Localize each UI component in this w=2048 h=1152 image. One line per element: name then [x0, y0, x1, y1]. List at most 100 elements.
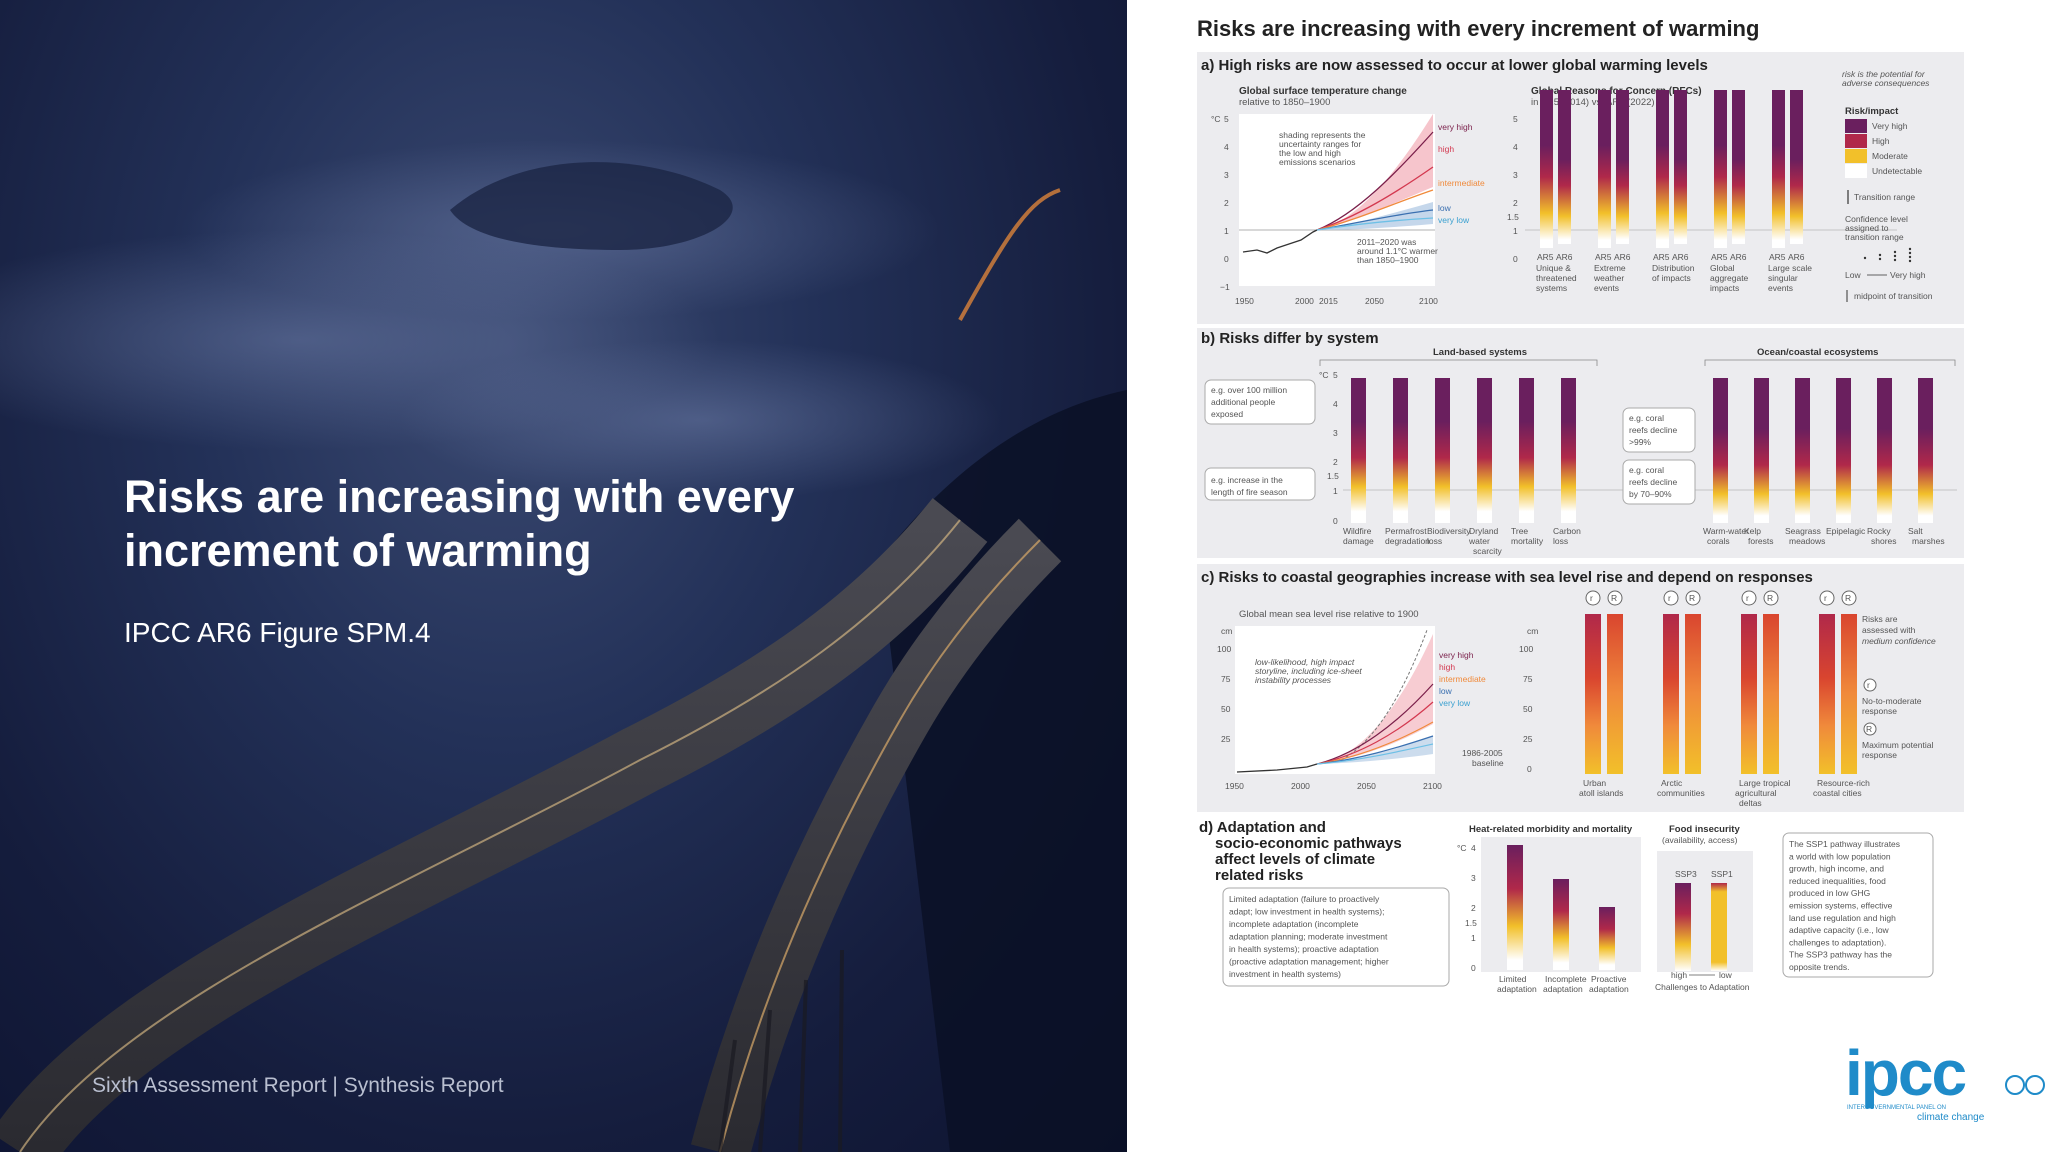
rfc-col-label: events — [1768, 283, 1793, 293]
coastal-bar-max-potential — [1685, 614, 1701, 774]
temp-unit: °C — [1211, 114, 1221, 124]
panel-d-title: related risks — [1215, 867, 1303, 884]
y-tick: 75 — [1221, 674, 1231, 684]
heat-bars: LimitedadaptationIncompleteadaptationPro… — [1497, 845, 1629, 994]
ipcc-logo-line: climate change — [1917, 1112, 1985, 1123]
y-tick: 1 — [1224, 226, 1229, 236]
shading-note: emissions scenarios — [1279, 157, 1356, 167]
y-tick: 1 — [1333, 486, 1338, 496]
coastal-bar-max-potential — [1841, 614, 1857, 774]
observed-slr-line — [1236, 763, 1318, 773]
max-potential-icon — [1763, 590, 1779, 606]
y-tick: 50 — [1523, 704, 1533, 714]
ocean-system-label: Epipelagic — [1826, 526, 1866, 536]
rfc-col-ar5: AR5 — [1595, 252, 1612, 262]
rfc-col-label: Distribution — [1652, 263, 1695, 273]
panel-d-title: affect levels of climate — [1215, 851, 1375, 868]
land-system-label: Carbon — [1553, 526, 1581, 536]
ocean-system-bar — [1877, 378, 1892, 523]
r-icon-text: r — [1824, 593, 1827, 603]
d-y-ticks: 4 3 2 1.5 1 0 — [1465, 843, 1477, 973]
x-tick: 2015 — [1319, 296, 1338, 306]
ocean-system-label: shores — [1871, 536, 1897, 546]
rfc-col-label: threatened — [1536, 273, 1577, 283]
recent-warming-note: 2011–2020 was — [1357, 237, 1416, 247]
baseline-label: 1986-2005 — [1462, 748, 1503, 758]
ssp-note-line: opposite trends. — [1789, 962, 1849, 972]
callout-text: reefs decline — [1629, 425, 1677, 435]
scenario-label: low — [1438, 203, 1452, 213]
unep-icon — [2025, 1075, 2045, 1095]
x-tick: 2000 — [1295, 296, 1314, 306]
temp-x-ticks: 1950 2000 2015 2050 2100 — [1235, 296, 1438, 306]
legend-label: transition range — [1845, 232, 1904, 242]
legend-label: Undetectable — [1872, 166, 1922, 176]
heat-risk-bar — [1507, 845, 1523, 970]
slr-heading: Global mean sea level rise relative to 1… — [1239, 609, 1419, 620]
c-x-ticks: 1950 2000 2050 2100 — [1225, 781, 1442, 791]
observed-temperature-line — [1242, 229, 1318, 254]
panel-d-graphic: d) Adaptation and socio-economic pathway… — [1199, 819, 1934, 994]
adaptation-description-line: investment in health systems) — [1229, 969, 1341, 979]
wmo-icon — [2005, 1075, 2025, 1095]
land-system-label: water — [1468, 536, 1490, 546]
no-to-moderate-icon — [1863, 678, 1877, 692]
panel-c: c) Risks to coastal geographies increase… — [1197, 564, 1964, 812]
panel-c-title: c) Risks to coastal geographies increase… — [1201, 569, 1813, 586]
land-system-label: loss — [1427, 536, 1442, 546]
r-icon-text: r — [1590, 593, 1593, 603]
adaptation-description-line: adaptation planning; moderate investment — [1229, 932, 1388, 942]
slide-footer: Sixth Assessment Report | Synthesis Repo… — [92, 1074, 504, 1097]
callout-text: >99% — [1629, 437, 1651, 447]
ocean-system-label: Kelp — [1744, 526, 1761, 536]
legend-swatch-undetectable — [1845, 164, 1867, 178]
food-risk-bar-ssp1 — [1711, 883, 1727, 971]
b-unit: °C — [1319, 370, 1329, 380]
x-tick: 2050 — [1357, 781, 1376, 791]
ocean-system-label: Warm-water — [1703, 526, 1749, 536]
y-tick: 1.5 — [1465, 918, 1477, 928]
heat-col-label: adaptation — [1497, 984, 1537, 994]
geography-label: Arctic — [1661, 778, 1683, 788]
rfc-col-ar6: AR6 — [1788, 252, 1805, 262]
recent-warming-note: than 1850–1900 — [1357, 255, 1419, 265]
food-heading: Food insecurity — [1669, 824, 1740, 835]
legend-swatch-high — [1845, 134, 1867, 148]
heat-col-label: Proactive — [1591, 974, 1627, 984]
ssp-note-line: produced in low GHG — [1789, 888, 1870, 898]
panel-a: a) High risks are now assessed to occur … — [1197, 52, 1964, 324]
no-to-moderate-icon — [1819, 590, 1835, 606]
legend-heading: Risk/impact — [1845, 106, 1899, 117]
rfc-bar-ar6 — [1674, 90, 1687, 244]
land-system-bar — [1561, 378, 1576, 523]
shading-note: shading represents the — [1279, 130, 1366, 140]
temp-chart-subheading: relative to 1850–1900 — [1239, 97, 1330, 108]
ocean-system-bar — [1713, 378, 1728, 523]
r-icon-text: r — [1867, 680, 1870, 690]
scenario-label: intermediate — [1439, 674, 1486, 684]
rfc-col-ar5: AR5 — [1537, 252, 1554, 262]
geography-label: atoll islands — [1579, 788, 1623, 798]
callout-box — [1622, 407, 1696, 453]
rfc-bar-ar6 — [1732, 90, 1745, 244]
rfc-col-label: events — [1594, 283, 1619, 293]
temp-y-ticks: 5 4 3 2 1 0 −1 — [1220, 114, 1230, 292]
heat-heading: Heat-related morbidity and mortality — [1469, 824, 1633, 835]
x-tick: 2000 — [1291, 781, 1310, 791]
b-y-ticks: 5 4 3 2 1.5 1 0 — [1327, 370, 1339, 526]
panel-c-graphic: Global mean sea level rise relative to 1… — [1217, 590, 1936, 808]
high-range-shading — [1317, 114, 1433, 230]
heat-col-label: adaptation — [1543, 984, 1583, 994]
ocean-system-bar — [1795, 378, 1810, 523]
land-system-bar — [1393, 378, 1408, 523]
adaptation-description-line: (proactive adaptation management; higher — [1229, 957, 1389, 967]
slide-title: Risks are increasing with every incremen… — [124, 471, 795, 576]
r-icon-text: R — [1845, 593, 1851, 603]
ssp-note-line: emission systems, effective — [1789, 901, 1893, 911]
x-tick: 2050 — [1365, 296, 1384, 306]
r-icon-text: R — [1767, 593, 1773, 603]
callout-text: additional people — [1211, 397, 1276, 407]
ssp-note-line: a world with low population — [1789, 851, 1891, 861]
y-tick: 25 — [1221, 734, 1231, 744]
